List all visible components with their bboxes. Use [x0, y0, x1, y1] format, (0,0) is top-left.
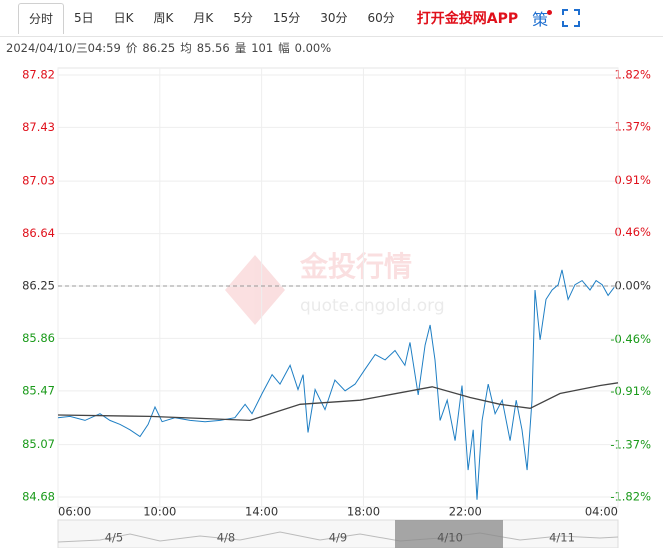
price-line	[57, 382, 619, 422]
y-tick-label: 85.47	[22, 383, 55, 397]
y2-tick-label: 0.91%	[614, 173, 651, 187]
tab[interactable]: 15分	[272, 11, 301, 25]
app-link[interactable]: 打开金投网APP	[416, 11, 519, 27]
navigator-date: 4/10	[437, 531, 463, 545]
navigator-window	[395, 520, 503, 548]
y-tick-label: 84.68	[22, 490, 55, 504]
info-value: 85.56	[196, 41, 230, 55]
tab[interactable]: 日K	[113, 11, 134, 25]
tab[interactable]: 周K	[153, 11, 174, 25]
info-label: 价	[125, 41, 138, 55]
info-value: 0.00%	[294, 41, 332, 55]
y2-tick-label: -0.46%	[610, 332, 651, 346]
info-value: 86.25	[142, 41, 176, 55]
y2-tick-label: 0.46%	[614, 225, 651, 239]
price-line	[57, 269, 615, 500]
info-value: 101	[251, 41, 274, 55]
y-tick-label: 85.86	[22, 331, 55, 345]
y-tick-label: 86.25	[22, 279, 55, 293]
navigator-trace	[57, 531, 619, 543]
x-tick-label: 04:00	[585, 505, 618, 519]
tab[interactable]: 分时	[18, 2, 65, 34]
x-tick-label: 18:00	[347, 505, 380, 519]
y2-tick-label: -0.91%	[610, 384, 651, 398]
y2-tick-label: -1.82%	[610, 490, 651, 504]
y-tick-label: 87.43	[22, 120, 55, 134]
navigator-date: 4/8	[217, 531, 236, 545]
info-line: 2024/04/10/三04:59 价 86.25 均 85.56 量 101 幅 0.00%	[6, 40, 336, 56]
tab[interactable]: 5日	[74, 11, 94, 25]
x-tick-label: 10:00	[143, 505, 176, 519]
navigator: 4/5 4/8 4/9 4/10 4/11	[57, 519, 619, 548]
navigator-date: 4/9	[329, 531, 348, 545]
tab[interactable]: 月K	[193, 11, 214, 25]
info-label: 量	[234, 41, 247, 55]
watermark-url: quote.cngold.org	[300, 296, 445, 316]
fullscreen-button[interactable]	[562, 9, 581, 27]
x-tick-label: 14:00	[245, 505, 278, 519]
info-label: 幅	[278, 41, 290, 55]
y2-tick-label: -1.37%	[610, 437, 651, 451]
y-tick-label: 86.64	[22, 226, 55, 240]
y2-tick-label: 1.37%	[614, 120, 651, 134]
tab-bar: 分时 5日 日K 周K 月K 5分 15分 30分 60分 打开金投网APP 策	[0, 0, 663, 37]
y-tick-label: 87.03	[22, 174, 55, 188]
x-tick-label: 22:00	[449, 505, 482, 519]
navigator-date: 4/11	[549, 531, 575, 545]
tab[interactable]: 60分	[367, 11, 395, 25]
plot-frame	[57, 67, 619, 508]
navigator-bg	[57, 519, 619, 548]
y2-tick-label: 0.00%	[614, 279, 651, 293]
y-tick-label: 85.07	[22, 437, 55, 451]
navigator-date: 4/5	[105, 531, 124, 545]
y2-tick-label: 1.82%	[614, 68, 651, 82]
strategy-button[interactable]: 策	[532, 6, 553, 30]
watermark-logo	[225, 255, 285, 325]
tab[interactable]: 5分	[233, 11, 253, 25]
info-time: 2024/04/10/三04:59	[6, 41, 121, 55]
watermark: 金投行情 quote.cngold.org	[225, 250, 445, 325]
watermark-title: 金投行情	[299, 250, 412, 283]
tab[interactable]: 30分	[320, 11, 348, 25]
info-label: 均	[180, 41, 192, 55]
x-tick-label: 06:00	[58, 505, 91, 519]
y-tick-label: 87.82	[22, 68, 55, 82]
